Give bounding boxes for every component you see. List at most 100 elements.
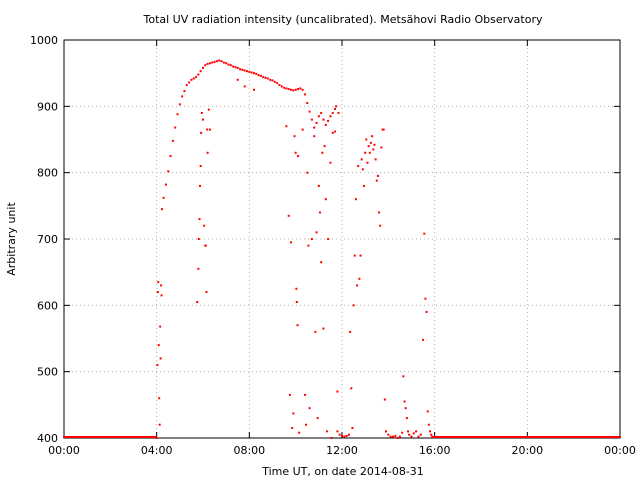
data-point	[387, 433, 390, 436]
data-point	[380, 146, 383, 149]
data-point	[292, 412, 295, 415]
data-point	[290, 241, 293, 244]
data-point	[285, 125, 288, 128]
data-point	[294, 151, 297, 154]
y-tick-label: 1000	[30, 34, 58, 47]
data-point	[246, 70, 249, 73]
data-point	[337, 111, 340, 114]
data-point	[372, 148, 375, 151]
data-point	[320, 261, 323, 264]
data-point	[160, 294, 163, 297]
data-point	[313, 135, 316, 138]
data-point	[200, 111, 203, 114]
data-point	[308, 407, 311, 410]
data-point	[250, 71, 253, 74]
data-point	[262, 76, 265, 79]
data-point	[294, 88, 297, 91]
data-point	[361, 168, 364, 171]
x-tick-label: 00:00	[48, 444, 80, 457]
data-point	[157, 281, 160, 284]
data-point	[285, 87, 288, 90]
data-point	[351, 427, 354, 430]
data-point	[376, 174, 379, 177]
y-tick-label: 400	[37, 432, 58, 445]
data-point	[408, 433, 411, 436]
data-point	[329, 161, 332, 164]
data-point	[345, 435, 348, 438]
data-point	[171, 139, 174, 142]
data-point	[174, 126, 177, 129]
data-point	[352, 304, 355, 307]
data-point	[252, 72, 255, 75]
data-point	[222, 61, 225, 64]
y-tick-label: 500	[37, 366, 58, 379]
data-point	[389, 435, 392, 438]
data-point	[403, 400, 406, 403]
data-point	[156, 364, 159, 367]
data-point	[318, 211, 321, 214]
data-point	[155, 437, 158, 439]
data-point	[315, 121, 318, 124]
data-point	[296, 155, 299, 158]
data-point	[271, 79, 274, 82]
data-point	[196, 301, 199, 304]
data-point	[234, 66, 237, 69]
data-point	[278, 84, 281, 87]
data-point	[427, 423, 430, 426]
data-point	[336, 390, 339, 393]
data-point	[301, 88, 304, 91]
data-point	[373, 143, 376, 146]
data-point	[327, 119, 330, 122]
data-point	[292, 89, 295, 92]
data-point	[232, 65, 235, 68]
x-tick-label: 20:00	[511, 444, 543, 457]
data-point	[188, 81, 191, 84]
data-point	[431, 435, 434, 438]
data-point	[415, 430, 418, 433]
data-point	[178, 103, 181, 106]
data-point	[353, 254, 356, 257]
data-point	[287, 88, 290, 91]
x-tick-label: 12:00	[326, 444, 358, 457]
data-point	[264, 76, 267, 79]
y-axis-title: Arbitrary unit	[5, 202, 18, 276]
data-point	[176, 113, 179, 116]
data-point	[410, 435, 413, 438]
data-point	[336, 430, 339, 433]
data-point	[354, 198, 357, 201]
data-point	[405, 417, 408, 420]
data-point	[385, 430, 388, 433]
data-point	[347, 433, 350, 436]
data-point	[198, 218, 201, 221]
data-point	[296, 88, 299, 91]
data-point	[218, 59, 221, 62]
data-point	[185, 84, 188, 87]
data-point	[379, 224, 382, 227]
data-point	[310, 238, 313, 240]
data-point	[202, 66, 204, 69]
data-point	[207, 108, 210, 111]
data-point	[183, 90, 186, 93]
data-point	[252, 88, 255, 91]
data-point	[276, 82, 279, 85]
data-point	[363, 184, 366, 187]
axis-ticks: 400 500 600 700 800 900 1000 00:00 04:00 08:00 12:…	[30, 34, 636, 457]
data-point	[198, 184, 201, 187]
data-point	[157, 344, 160, 347]
data-point	[225, 62, 228, 65]
data-point	[236, 78, 239, 81]
data-point	[404, 407, 407, 410]
data-points	[63, 59, 621, 439]
data-point	[330, 437, 333, 439]
data-point	[169, 155, 172, 158]
data-point	[374, 158, 377, 161]
data-point	[266, 77, 269, 80]
data-point	[208, 128, 211, 131]
data-point	[199, 165, 202, 168]
data-point	[360, 158, 363, 161]
data-point	[204, 244, 207, 247]
data-point	[239, 68, 242, 71]
data-point	[211, 61, 214, 64]
data-point	[162, 196, 165, 199]
data-point	[295, 301, 298, 304]
